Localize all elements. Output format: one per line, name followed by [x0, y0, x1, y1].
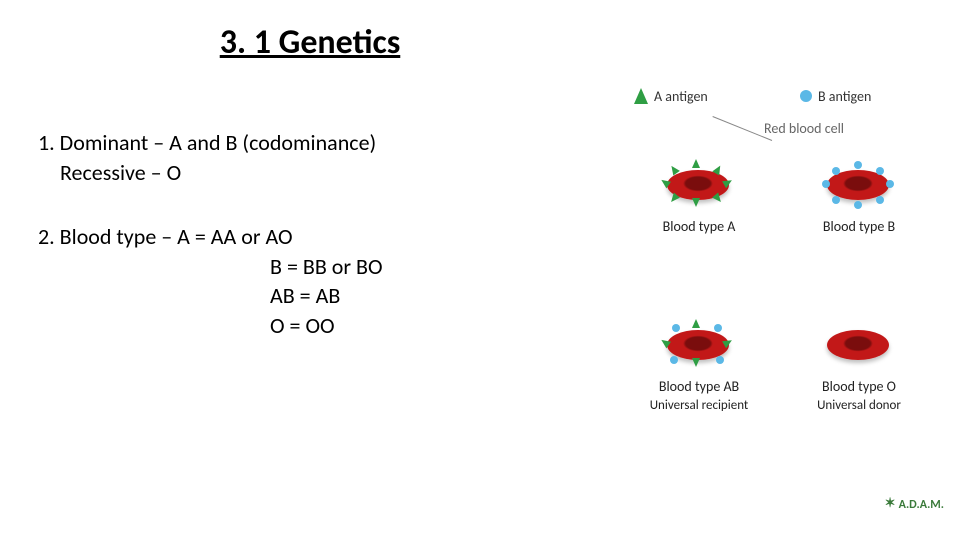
legend: A antigen B antigen — [634, 86, 950, 110]
point-2-line-1: 2. Blood type – A = AA or AO — [38, 222, 383, 252]
watermark: ✶ A.D.A.M. — [885, 497, 944, 512]
cell-a-label: Blood type A — [624, 218, 774, 235]
page-title: 3. 1 Genetics — [0, 22, 620, 63]
cell-o-label: Blood type O — [784, 378, 934, 395]
a-antigen-label: A antigen — [654, 88, 708, 105]
point-1: 1. Dominant – A and B (codominance) Rece… — [38, 128, 376, 187]
cell-ab-label: Blood type AB — [624, 378, 774, 395]
point-2-line-4: O = OO — [38, 311, 383, 341]
point-1-line-1: 1. Dominant – A and B (codominance) — [38, 128, 376, 158]
cell-type-b — [824, 166, 892, 204]
watermark-text: A.D.A.M. — [899, 498, 944, 512]
blood-type-diagram: A antigen B antigen Red blood cell Blood… — [634, 86, 950, 516]
b-antigen-icon — [800, 90, 812, 102]
cell-type-a — [664, 166, 732, 204]
a-antigen-icon — [634, 88, 648, 104]
b-antigen-label: B antigen — [818, 88, 871, 105]
cell-type-ab — [664, 326, 732, 364]
cell-b-label: Blood type B — [784, 218, 934, 235]
cell-type-o — [824, 326, 892, 364]
star-icon: ✶ — [885, 496, 896, 511]
cell-o-sub: Universal donor — [784, 398, 934, 413]
cell-ab-sub: Universal recipient — [624, 398, 774, 413]
point-2: 2. Blood type – A = AA or AO B = BB or B… — [38, 222, 383, 341]
point-2-line-2: B = BB or BO — [38, 252, 383, 282]
point-2-line-3: AB = AB — [38, 281, 383, 311]
red-blood-cell-label: Red blood cell — [764, 120, 844, 137]
point-1-line-2: Recessive – O — [38, 158, 376, 188]
rbc-disc-icon — [827, 330, 889, 360]
